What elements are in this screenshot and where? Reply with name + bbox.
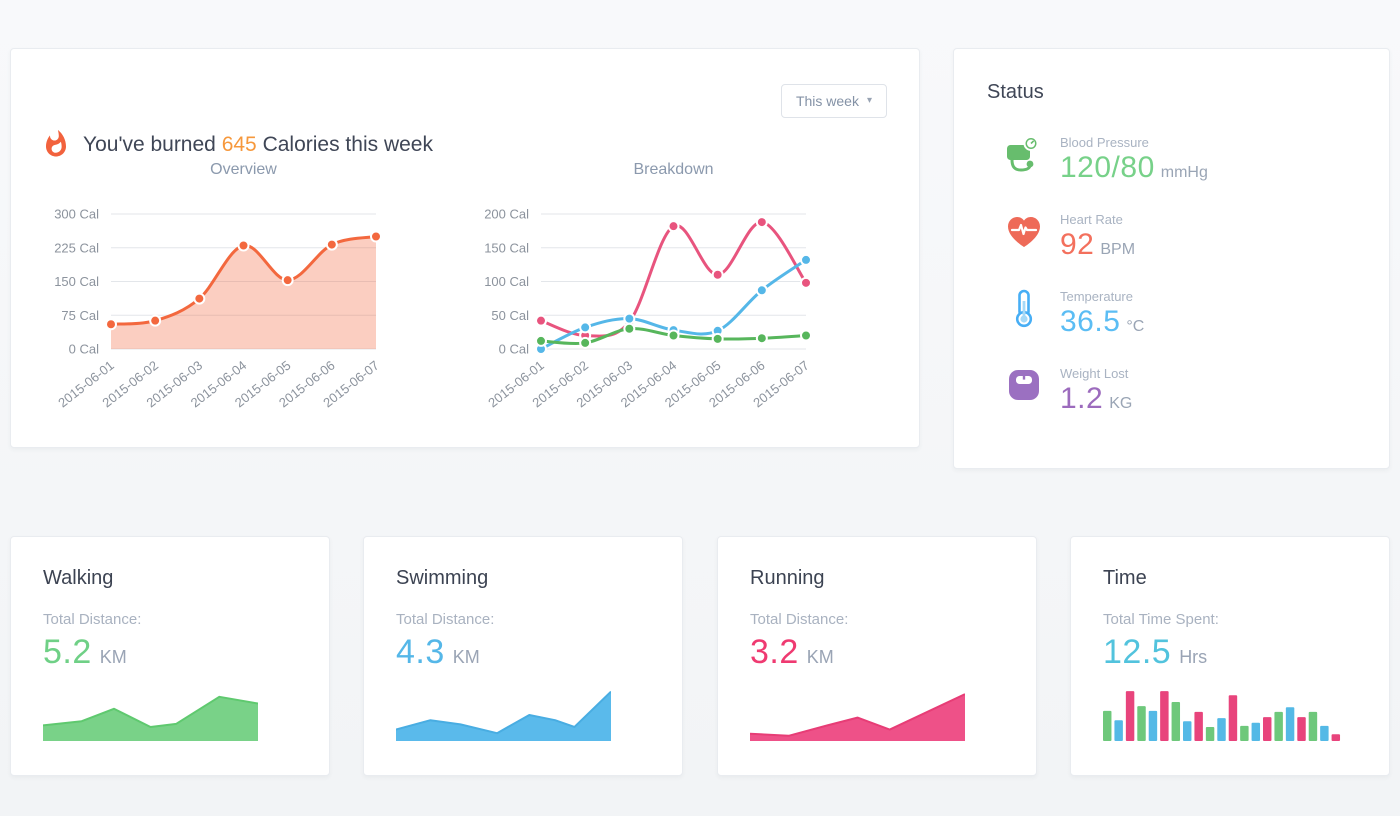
svg-text:Overview: Overview [210,161,277,178]
running-metric-label: Total Distance: [750,611,849,628]
running-sparkline [750,693,965,741]
time-metric-label: Total Time Spent: [1103,611,1219,628]
flame-icon [41,125,71,165]
blood-pressure-icon [1004,134,1044,174]
swimming-sparkline [396,690,611,741]
walking-value: 5.2 [43,633,92,671]
walking-card: Walking Total Distance: 5.2 KM [10,536,330,776]
time-card: Time Total Time Spent: 12.5 Hrs [1070,536,1390,776]
metric-unit: mmHg [1160,164,1208,181]
scale-icon [1004,365,1044,405]
calories-count: 645 [221,133,257,156]
overview-chart: Overview 0 Cal 75 Cal 150 Cal 225 Cal 300 Cal… [54,161,382,410]
metric-blood-pressure: Blood Pressure 120/80 mmHg [1004,134,1208,185]
metric-value: 36.5 [1060,305,1121,338]
svg-text:200 Cal: 200 Cal [484,207,529,222]
title-prefix: You've burned [83,133,222,156]
swimming-value: 4.3 [396,633,445,671]
metric-value: 120/80 [1060,151,1155,184]
metric-temperature: Temperature 36.5 °C [1004,288,1144,339]
status-card: Status Blood Pressure 120/80 mmHg [953,48,1390,469]
time-value: 12.5 [1103,633,1172,671]
swimming-metric-label: Total Distance: [396,611,495,628]
breakdown-chart: Breakdown 0 Cal 50 Cal 100 Cal 150 Cal 200 Ca… [484,161,812,410]
calories-burned-card: You've burned 645 Calories this week Thi… [10,48,920,448]
svg-text:225 Cal: 225 Cal [54,240,99,255]
metric-label: Heart Rate [1060,212,1123,227]
metric-label: Weight Lost [1060,366,1129,381]
metric-value: 92 [1060,228,1095,261]
title-suffix: Calories this week [256,133,433,156]
swimming-title: Swimming [396,567,489,589]
svg-text:75 Cal: 75 Cal [61,308,99,323]
svg-text:150 Cal: 150 Cal [484,240,529,255]
metric-label: Blood Pressure [1060,135,1149,150]
metric-unit: °C [1126,318,1145,335]
svg-text:150 Cal: 150 Cal [54,274,99,289]
running-unit: KM [806,647,834,667]
metric-unit: BPM [1100,241,1136,258]
thermometer-icon [1004,288,1044,328]
walking-unit: KM [99,647,127,667]
week-selector-label: This week [795,93,859,109]
metric-value: 1.2 [1060,382,1104,415]
week-selector-dropdown[interactable]: This week ▾ [780,84,887,118]
walking-metric-label: Total Distance: [43,611,142,628]
metric-heart-rate: Heart Rate 92 BPM [1004,211,1135,262]
swimming-unit: KM [452,647,480,667]
svg-text:50 Cal: 50 Cal [491,308,529,323]
svg-text:Breakdown: Breakdown [633,161,713,178]
time-unit: Hrs [1179,647,1208,667]
svg-text:0 Cal: 0 Cal [69,342,99,357]
walking-title: Walking [43,567,114,589]
metric-label: Temperature [1060,289,1133,304]
heart-icon [1004,211,1044,251]
svg-text:300 Cal: 300 Cal [54,207,99,222]
metric-weight-lost: Weight Lost 1.2 KG [1004,365,1132,416]
status-title: Status [987,81,1044,103]
calories-burned-title: You've burned 645 Calories this week [83,133,433,157]
running-card: Running Total Distance: 3.2 KM [717,536,1037,776]
chevron-down-icon: ▾ [866,95,872,106]
metric-unit: KG [1109,395,1133,412]
svg-text:100 Cal: 100 Cal [484,274,529,289]
svg-text:0 Cal: 0 Cal [499,342,529,357]
running-value: 3.2 [750,633,799,671]
swimming-card: Swimming Total Distance: 4.3 KM [363,536,683,776]
running-title: Running [750,567,825,589]
walking-sparkline [43,695,258,741]
time-title: Time [1103,567,1147,589]
time-bar-chart [1103,691,1341,741]
